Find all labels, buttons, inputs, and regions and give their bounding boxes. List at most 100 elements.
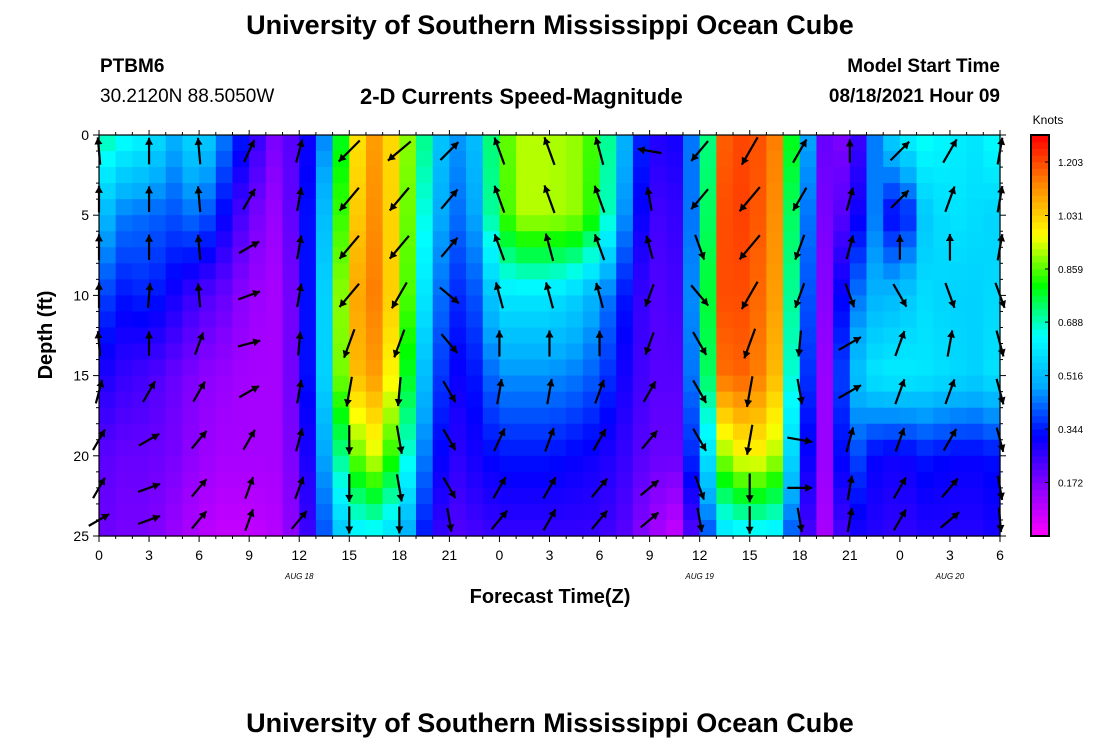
- heatmap-cell: [983, 343, 1001, 361]
- heatmap-cell: [949, 519, 968, 537]
- heatmap-cell: [282, 183, 300, 200]
- heatmap-cell: [499, 231, 517, 248]
- heatmap-cell: [699, 167, 717, 184]
- heatmap-cell: [349, 455, 367, 473]
- heatmap-cell: [466, 423, 484, 441]
- heatmap-cell: [866, 407, 884, 425]
- heatmap-cell: [599, 487, 617, 505]
- current-vector: [545, 330, 554, 357]
- heatmap-cell: [516, 167, 534, 184]
- heatmap-cell: [182, 471, 200, 489]
- heatmap-cell: [783, 519, 801, 537]
- current-vector: [238, 384, 260, 399]
- heatmap-cell: [916, 503, 934, 521]
- heatmap-cell: [749, 471, 768, 489]
- heatmap-cell: [149, 343, 167, 361]
- heatmap-cell: [399, 343, 417, 361]
- heatmap-cell: [616, 151, 634, 168]
- heatmap-cell: [833, 343, 851, 361]
- heatmap-cell: [315, 471, 334, 489]
- heatmap-cell: [599, 135, 617, 152]
- heatmap-cell: [299, 375, 317, 393]
- heatmap-cell: [566, 183, 584, 200]
- heatmap-cell: [516, 183, 534, 200]
- heatmap-cell: [549, 215, 567, 232]
- colorbar-swatch: [1031, 288, 1049, 296]
- heatmap-cell: [232, 407, 250, 425]
- heatmap-cell: [432, 343, 450, 361]
- heatmap-cell: [115, 183, 133, 200]
- heatmap-cell: [716, 423, 734, 441]
- heatmap-cell: [666, 263, 684, 280]
- heatmap-cell: [582, 343, 601, 361]
- heatmap-cell: [215, 391, 234, 409]
- heatmap-cell: [382, 215, 400, 232]
- current-vector: [838, 384, 862, 400]
- colorbar-swatch: [1031, 248, 1049, 256]
- heatmap-cell: [682, 455, 701, 473]
- heatmap-cell: [716, 311, 734, 329]
- heatmap-cell: [916, 471, 934, 489]
- heatmap-cell: [199, 407, 217, 425]
- heatmap-cell: [115, 375, 133, 393]
- heatmap-cell: [866, 375, 884, 393]
- heatmap-cell: [899, 311, 918, 329]
- heatmap-cell: [632, 423, 651, 441]
- heatmap-cell: [249, 343, 267, 361]
- current-vector: [493, 428, 506, 452]
- heatmap-cell: [215, 343, 234, 361]
- heatmap-cell: [866, 391, 884, 409]
- heatmap-cell: [933, 247, 951, 264]
- heatmap-cell: [783, 263, 801, 280]
- heatmap-cell: [215, 423, 234, 441]
- heatmap-cell: [766, 279, 784, 296]
- heatmap-cell: [232, 167, 250, 184]
- heatmap-cell: [299, 407, 317, 425]
- heatmap-cell: [232, 151, 250, 168]
- heatmap-cell: [632, 471, 651, 489]
- heatmap-cell: [332, 487, 350, 505]
- heatmap-cell: [716, 247, 734, 264]
- heatmap-cell: [666, 455, 684, 473]
- heatmap-cell: [716, 167, 734, 184]
- heatmap-cell: [482, 471, 501, 489]
- heatmap-cell: [866, 231, 884, 248]
- colorbar-tick-label: 0.516: [1058, 372, 1083, 383]
- heatmap-cell: [215, 247, 234, 264]
- heatmap-cell: [215, 471, 234, 489]
- heatmap-cell: [983, 439, 1001, 457]
- current-vector: [942, 138, 958, 164]
- colorbar-tick-label: 0.688: [1058, 318, 1083, 329]
- heatmap-cell: [783, 359, 801, 377]
- heatmap-cell: [632, 407, 651, 425]
- heatmap-cell: [182, 503, 200, 521]
- heatmap-cell: [733, 487, 751, 505]
- y-tick-label: 5: [81, 207, 89, 223]
- heatmap-cell: [399, 151, 417, 168]
- heatmap-cell: [532, 199, 551, 216]
- heatmap-cell: [249, 519, 267, 537]
- heatmap-cell: [616, 231, 634, 248]
- colorbar-swatch: [1031, 422, 1049, 430]
- current-vector: [844, 283, 856, 308]
- colorbar-swatch: [1031, 495, 1049, 504]
- heatmap-cell: [649, 327, 667, 345]
- heatmap-cell: [866, 343, 884, 361]
- plot-subtitle: 2-D Currents Speed-Magnitude: [360, 84, 683, 109]
- heatmap-cell: [816, 295, 834, 313]
- heatmap-cell: [282, 247, 300, 264]
- heatmap-cell: [916, 423, 934, 441]
- heatmap-cell: [399, 503, 417, 521]
- heatmap-cell: [682, 391, 701, 409]
- heatmap-cell: [582, 375, 601, 393]
- heatmap-cell: [115, 247, 133, 264]
- current-vector: [846, 507, 855, 533]
- heatmap-cell: [899, 343, 918, 361]
- heatmap-cell: [265, 519, 284, 537]
- heatmap-cell: [666, 279, 684, 296]
- heatmap-cell: [182, 167, 200, 184]
- colorbar-swatch: [1031, 362, 1049, 370]
- heatmap-cell: [883, 455, 901, 473]
- heatmap-cell: [716, 343, 734, 361]
- heatmap-cell: [532, 519, 551, 537]
